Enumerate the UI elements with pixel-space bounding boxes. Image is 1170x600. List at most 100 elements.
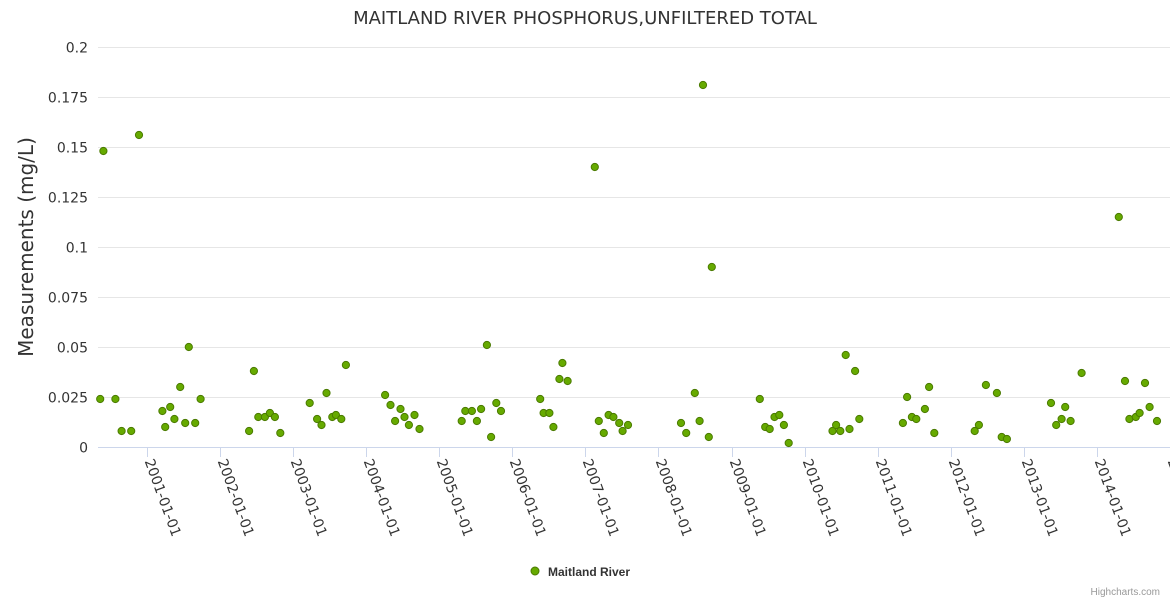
data-point[interactable] — [590, 162, 599, 172]
data-point[interactable] — [836, 426, 845, 436]
data-point[interactable] — [676, 418, 686, 428]
data-point[interactable] — [1145, 402, 1154, 412]
data-point[interactable] — [1140, 378, 1150, 388]
data-point[interactable] — [695, 416, 704, 426]
data-point[interactable] — [704, 432, 713, 442]
data-point[interactable] — [1002, 434, 1012, 444]
data-point[interactable] — [599, 428, 608, 438]
data-point[interactable] — [549, 422, 558, 432]
data-point[interactable] — [992, 388, 1002, 398]
data-point[interactable] — [930, 428, 939, 438]
data-point[interactable] — [1066, 416, 1075, 426]
data-point[interactable] — [170, 414, 179, 424]
data-point[interactable] — [158, 406, 167, 416]
data-point[interactable] — [111, 394, 120, 404]
data-point[interactable] — [845, 424, 854, 434]
data-point[interactable] — [1077, 368, 1086, 378]
data-point[interactable] — [99, 146, 108, 156]
data-point[interactable] — [404, 420, 413, 430]
data-point[interactable] — [134, 130, 144, 140]
data-point[interactable] — [898, 418, 908, 428]
data-point[interactable] — [755, 394, 764, 404]
data-point[interactable] — [536, 394, 545, 404]
data-point[interactable] — [184, 342, 193, 352]
data-point[interactable] — [775, 410, 784, 420]
data-point[interactable] — [313, 414, 322, 424]
data-point[interactable] — [1135, 408, 1144, 418]
data-point[interactable] — [623, 420, 633, 430]
data-point[interactable] — [981, 380, 991, 390]
data-point[interactable] — [176, 382, 185, 392]
data-point[interactable] — [784, 438, 793, 448]
data-point[interactable] — [698, 80, 708, 90]
data-point[interactable] — [1052, 420, 1061, 430]
data-point[interactable] — [391, 416, 400, 426]
data-point[interactable] — [563, 376, 572, 386]
data-point[interactable] — [970, 426, 979, 436]
data-point[interactable] — [555, 374, 564, 384]
data-point[interactable] — [1057, 414, 1066, 424]
data-point[interactable] — [851, 366, 860, 376]
data-point[interactable] — [337, 414, 346, 424]
data-point[interactable] — [331, 410, 340, 420]
data-point[interactable] — [1114, 212, 1123, 222]
data-point[interactable] — [191, 418, 200, 428]
data-point[interactable] — [472, 416, 481, 426]
data-point[interactable] — [765, 424, 774, 434]
data-point[interactable] — [492, 398, 501, 408]
data-point[interactable] — [457, 416, 466, 426]
data-point[interactable] — [467, 406, 476, 416]
data-point[interactable] — [903, 392, 912, 402]
legend-item[interactable]: Maitland River — [530, 565, 630, 579]
data-point[interactable] — [127, 426, 136, 436]
data-point[interactable] — [779, 420, 789, 430]
data-point[interactable] — [396, 404, 405, 414]
data-point[interactable] — [912, 414, 921, 424]
data-point[interactable] — [1061, 402, 1070, 412]
data-point[interactable] — [410, 410, 419, 420]
data-point[interactable] — [920, 404, 930, 414]
data-point[interactable] — [317, 420, 326, 430]
data-point[interactable] — [707, 262, 716, 272]
data-point[interactable] — [305, 398, 314, 408]
credits-link[interactable]: Highcharts.com — [1091, 587, 1160, 598]
data-point[interactable] — [166, 402, 175, 412]
data-point[interactable] — [96, 394, 105, 404]
data-point[interactable] — [386, 400, 395, 410]
data-point[interactable] — [245, 426, 254, 436]
data-point[interactable] — [276, 428, 285, 438]
data-point[interactable] — [1152, 416, 1162, 426]
data-point[interactable] — [381, 390, 390, 400]
data-point[interactable] — [341, 360, 350, 370]
data-point[interactable] — [609, 412, 618, 422]
data-point[interactable] — [181, 418, 190, 428]
data-point[interactable] — [832, 420, 841, 430]
data-point[interactable] — [974, 420, 984, 430]
data-point[interactable] — [477, 404, 486, 414]
data-point[interactable] — [196, 394, 205, 404]
data-point[interactable] — [496, 406, 506, 416]
legend-label[interactable]: Maitland River — [548, 565, 630, 579]
data-point[interactable] — [841, 350, 850, 360]
data-point[interactable] — [1046, 398, 1056, 408]
data-point[interactable] — [855, 414, 864, 424]
data-point[interactable] — [618, 426, 627, 436]
data-point[interactable] — [1120, 376, 1130, 386]
data-point[interactable] — [545, 408, 554, 418]
data-point[interactable] — [615, 418, 624, 428]
data-point[interactable] — [161, 422, 170, 432]
data-point[interactable] — [400, 412, 409, 422]
data-point[interactable] — [249, 366, 258, 376]
data-point[interactable] — [482, 340, 491, 350]
data-point[interactable] — [558, 358, 567, 368]
data-point[interactable] — [270, 412, 279, 422]
data-point[interactable] — [690, 388, 699, 398]
data-point[interactable] — [925, 382, 934, 392]
data-point[interactable] — [117, 426, 126, 436]
data-point[interactable] — [828, 426, 837, 436]
data-point[interactable] — [594, 416, 603, 426]
data-point[interactable] — [682, 428, 691, 438]
data-point[interactable] — [487, 432, 496, 442]
data-point[interactable] — [415, 424, 424, 434]
data-point[interactable] — [322, 388, 331, 398]
